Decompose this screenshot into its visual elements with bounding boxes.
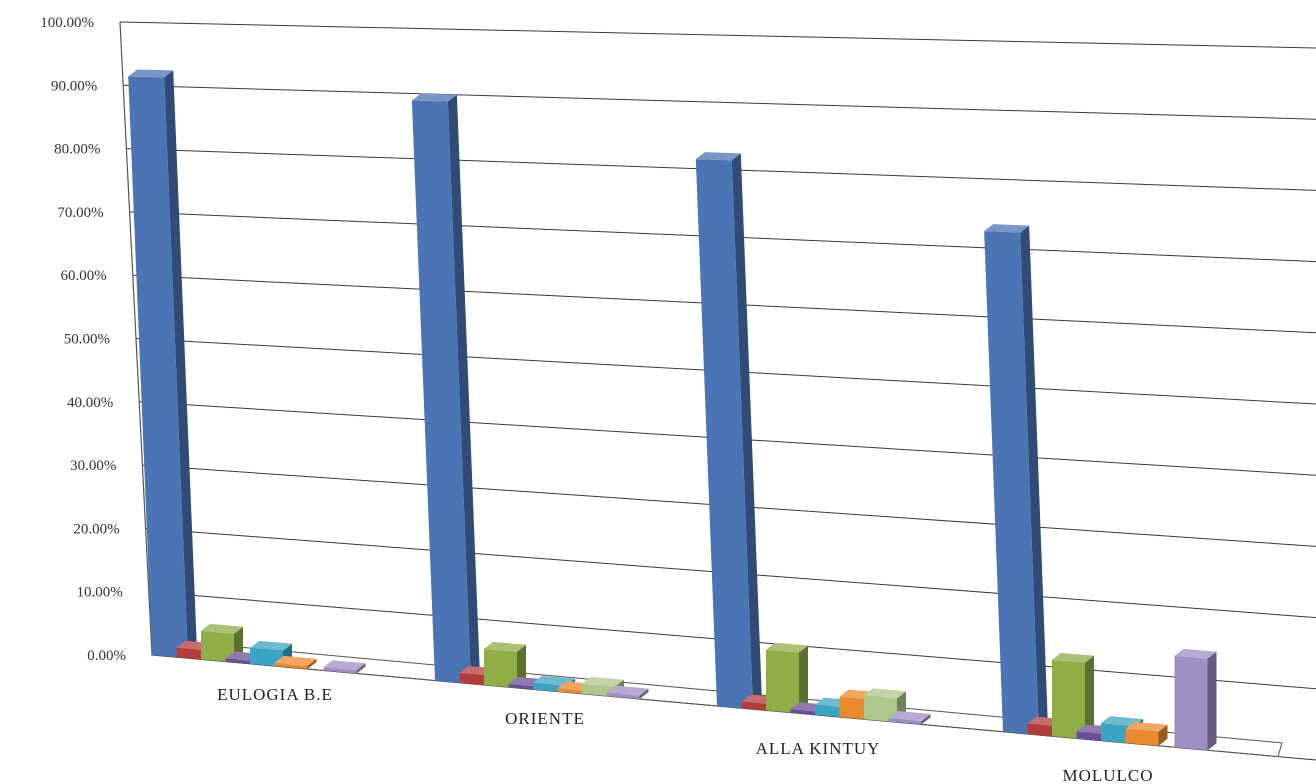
x-tick-label: EULOGIA B.E — [217, 685, 333, 704]
bar-side — [1207, 651, 1217, 751]
bar-top — [411, 93, 457, 102]
bar-top — [274, 655, 317, 666]
bar-front — [984, 231, 1039, 736]
y-tick-label: 20.00% — [73, 521, 119, 537]
bar-top — [1052, 652, 1094, 663]
bar-top — [201, 623, 243, 634]
y-tick-label: 60.00% — [61, 268, 107, 284]
bar — [1125, 721, 1168, 746]
y-tick-label: 10.00% — [77, 585, 123, 601]
bar-front — [201, 630, 234, 663]
y-tick-label: 0.00% — [87, 648, 126, 664]
bar-side — [799, 645, 808, 714]
bar-front — [695, 159, 753, 710]
x-tick-label: ALLA KINTUY — [756, 739, 881, 758]
bar-side — [639, 688, 649, 699]
gridline — [123, 84, 1316, 120]
bar — [766, 642, 808, 714]
bar-side — [731, 153, 762, 710]
bar — [411, 93, 480, 684]
bar-top — [606, 685, 649, 696]
bar-side — [164, 70, 197, 659]
bar-top — [250, 640, 292, 651]
bar — [984, 224, 1048, 736]
y-tick-label: 90.00% — [51, 78, 97, 94]
bar-top — [864, 688, 906, 699]
bar-side — [1158, 724, 1168, 746]
bar — [1174, 648, 1217, 751]
bar-side — [921, 713, 931, 725]
bar-top — [888, 711, 931, 721]
bar-front — [766, 649, 799, 714]
x-tick-label: ORIENTE — [505, 709, 585, 728]
bar-side — [1020, 225, 1048, 736]
bar-side — [307, 658, 317, 670]
bar-front — [1174, 655, 1208, 751]
bar-front — [484, 648, 517, 688]
bar-front — [606, 692, 640, 699]
y-tick-label: 40.00% — [67, 395, 113, 411]
bars — [128, 69, 1217, 751]
bar — [888, 711, 931, 725]
bar — [323, 660, 366, 674]
bar-top — [582, 676, 624, 687]
y-tick-label: 70.00% — [57, 205, 103, 221]
bar-front — [1052, 659, 1085, 740]
bar — [484, 641, 526, 688]
bar — [1052, 652, 1094, 740]
bar-top — [323, 660, 366, 671]
y-tick-label: 80.00% — [54, 142, 100, 158]
bar-top — [484, 641, 526, 652]
bar-front — [864, 695, 897, 723]
bar-top — [766, 642, 808, 653]
bar — [201, 623, 243, 663]
bar — [128, 69, 197, 659]
tick-labels: 0.00% 10.00% 20.00% 30.00% 40.00% 50.00% 60.00… — [40, 15, 1153, 784]
y-tick-label: 50.00% — [64, 332, 110, 348]
bar-side — [1085, 655, 1094, 740]
bar-front — [888, 718, 922, 725]
bar-front — [250, 647, 283, 667]
bar-front — [1125, 728, 1159, 746]
bar-top — [128, 69, 174, 78]
bar-front — [128, 76, 188, 659]
y-tick-label: 100.00% — [40, 15, 94, 31]
bar — [250, 640, 292, 667]
bar-side — [447, 94, 480, 684]
bar-front — [411, 100, 471, 684]
bar-top — [984, 224, 1030, 233]
bar-top — [1174, 648, 1217, 659]
bar-top — [1125, 721, 1168, 732]
bar-front — [323, 667, 357, 674]
y-tick-label: 30.00% — [70, 458, 116, 474]
axes — [119, 21, 1283, 758]
bar-top — [695, 152, 741, 161]
bar — [606, 685, 649, 699]
bar-side — [356, 663, 366, 674]
x-tick-label: MOLULCO — [1062, 766, 1153, 784]
y-axis-line — [119, 21, 153, 656]
bar — [274, 655, 317, 670]
gridline — [119, 21, 1316, 49]
bar — [695, 152, 762, 710]
bar-front — [274, 662, 308, 670]
